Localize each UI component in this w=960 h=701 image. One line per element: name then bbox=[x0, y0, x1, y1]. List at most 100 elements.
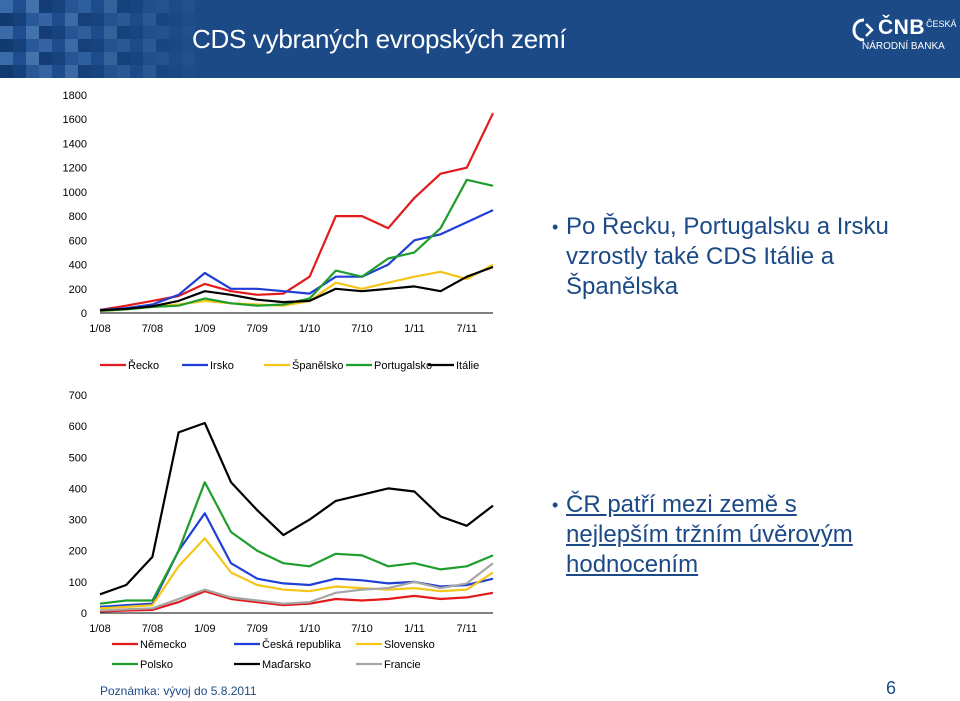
legend-label: Maďarsko bbox=[262, 659, 311, 671]
chart-cds-periphery: 0 200 400 600 800 1000 1200 1400 1600 1800 1/08 7/0… bbox=[0, 80, 560, 380]
page-number: 6 bbox=[886, 678, 897, 698]
y-tick-label: 1800 bbox=[63, 90, 87, 102]
mosaic-tile bbox=[0, 65, 13, 78]
mosaic-tile bbox=[0, 0, 13, 13]
series-line bbox=[99, 421, 494, 596]
logo-line-1: ČESKÁ bbox=[926, 19, 957, 29]
mosaic-tile bbox=[104, 26, 117, 39]
bullet-text: ČR patří mezi země s nejlepším tržním úv… bbox=[566, 491, 853, 578]
x-tick-label: 1/09 bbox=[194, 323, 215, 335]
mosaic-tile bbox=[39, 65, 52, 78]
mosaic-tile bbox=[65, 0, 78, 13]
mosaic-tile bbox=[130, 65, 143, 78]
logo-name: ČNB bbox=[878, 16, 925, 39]
y-tick-label: 1600 bbox=[63, 114, 87, 126]
mosaic-tile bbox=[130, 26, 143, 39]
mosaic-tile bbox=[78, 26, 91, 39]
y-tick-label: 600 bbox=[69, 235, 87, 247]
x-tick-label: 1/09 bbox=[194, 623, 215, 635]
mosaic-tile bbox=[117, 52, 130, 65]
mosaic-tile bbox=[78, 39, 91, 52]
mosaic-tile bbox=[91, 52, 104, 65]
series-line bbox=[99, 265, 494, 312]
mosaic-tile bbox=[156, 65, 169, 78]
mosaic-tile bbox=[104, 39, 117, 52]
mosaic-tile bbox=[52, 13, 65, 26]
mosaic-tile bbox=[91, 39, 104, 52]
x-tick-label: 7/09 bbox=[246, 323, 267, 335]
mosaic-tile bbox=[0, 39, 13, 52]
y-tick-label: 0 bbox=[81, 308, 87, 320]
mosaic-tile bbox=[156, 39, 169, 52]
mosaic-tile bbox=[26, 52, 39, 65]
y-tick-label: 500 bbox=[69, 452, 87, 464]
mosaic-tile bbox=[143, 26, 156, 39]
x-tick-label: 1/10 bbox=[299, 623, 320, 635]
y-tick-label: 1000 bbox=[63, 187, 87, 199]
mosaic-tile bbox=[52, 0, 65, 13]
legend-label: Španělsko bbox=[292, 359, 343, 372]
mosaic-tile bbox=[182, 13, 195, 26]
series-line bbox=[99, 537, 494, 610]
mosaic-tile bbox=[91, 65, 104, 78]
mosaic-tile bbox=[65, 26, 78, 39]
mosaic-tile bbox=[78, 13, 91, 26]
mosaic-tile bbox=[78, 52, 91, 65]
y-tick-label: 400 bbox=[69, 260, 87, 272]
mosaic-tile bbox=[26, 39, 39, 52]
mosaic-tile bbox=[13, 39, 26, 52]
bullet-czech: • ČR patří mezi země s nejlepším tržním … bbox=[552, 490, 876, 580]
mosaic-tile bbox=[65, 13, 78, 26]
y-tick-label: 300 bbox=[69, 515, 87, 527]
x-tick-label: 7/10 bbox=[351, 323, 372, 335]
mosaic-tile bbox=[91, 26, 104, 39]
mosaic-tile bbox=[65, 65, 78, 78]
y-tick-label: 100 bbox=[69, 577, 87, 589]
bullet-dot-icon: • bbox=[552, 217, 559, 237]
mosaic-tile bbox=[78, 0, 91, 13]
mosaic-tile bbox=[13, 65, 26, 78]
mosaic-tile bbox=[182, 39, 195, 52]
mosaic-tile bbox=[91, 13, 104, 26]
mosaic-tile bbox=[104, 13, 117, 26]
x-tick-label: 7/11 bbox=[457, 623, 478, 635]
mosaic-tile bbox=[182, 0, 195, 13]
header: CDS vybraných evropských zemí ČNB ČESKÁ … bbox=[0, 0, 960, 78]
legend-label: Německo bbox=[140, 639, 186, 651]
mosaic-tile bbox=[26, 0, 39, 13]
legend-label: Česká republika bbox=[262, 638, 342, 651]
bullet-periphery: • Po Řecku, Portugalsku a Irsku vzrostly… bbox=[552, 212, 926, 302]
legend-label: Portugalsko bbox=[374, 360, 432, 372]
x-tick-label: 1/08 bbox=[89, 323, 110, 335]
mosaic-tile bbox=[169, 13, 182, 26]
mosaic-tile bbox=[52, 39, 65, 52]
x-tick-label: 7/09 bbox=[246, 623, 267, 635]
mosaic-tile bbox=[117, 0, 130, 13]
mosaic-tile bbox=[169, 39, 182, 52]
x-tick-label: 7/11 bbox=[457, 323, 478, 335]
x-tick-label: 7/08 bbox=[142, 623, 163, 635]
mosaic-tile bbox=[13, 0, 26, 13]
mosaic-tile bbox=[91, 0, 104, 13]
legend-label: Polsko bbox=[140, 659, 173, 671]
mosaic-tile bbox=[104, 65, 117, 78]
header-mosaic bbox=[0, 0, 195, 78]
x-tick-label: 7/10 bbox=[351, 623, 372, 635]
mosaic-tile bbox=[182, 52, 195, 65]
y-tick-label: 1200 bbox=[63, 163, 87, 175]
chart-cds-cee-svg: 0 100 200 300 400 500 600 700 1/08 7/08 1/09 7/09 1/… bbox=[69, 390, 494, 671]
series-line bbox=[99, 178, 494, 312]
mosaic-tile bbox=[117, 65, 130, 78]
mosaic-tile bbox=[130, 13, 143, 26]
mosaic-tile bbox=[0, 13, 13, 26]
mosaic-tile bbox=[156, 13, 169, 26]
mosaic-tile bbox=[26, 26, 39, 39]
mosaic-tile bbox=[182, 65, 195, 78]
mosaic-tile bbox=[39, 52, 52, 65]
mosaic-tile bbox=[182, 26, 195, 39]
mosaic-tile bbox=[13, 13, 26, 26]
chart-cds-cee: 0 100 200 300 400 500 600 700 1/08 7/08 1/09 7/09 1/… bbox=[0, 380, 560, 680]
mosaic-tile bbox=[169, 0, 182, 13]
mosaic-tile bbox=[117, 39, 130, 52]
mosaic-tile bbox=[39, 13, 52, 26]
